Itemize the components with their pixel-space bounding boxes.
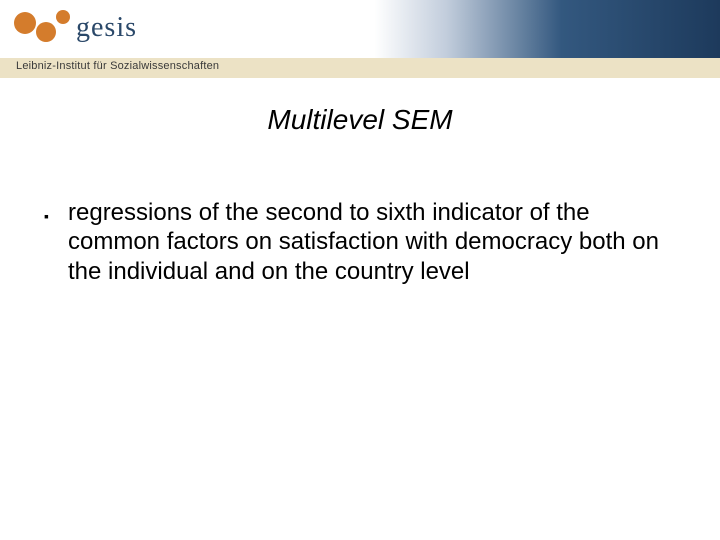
slide: gesis Leibniz-Institut für Sozialwissens… [0,0,720,540]
logo-circle-icon [14,12,36,34]
header: gesis Leibniz-Institut für Sozialwissens… [0,0,720,78]
logo-circle-icon [36,22,56,42]
slide-body: ▪ regressions of the second to sixth ind… [44,198,676,286]
logo-circle-icon [56,10,70,24]
tagline: Leibniz-Institut für Sozialwissenschafte… [16,60,219,72]
list-item: ▪ regressions of the second to sixth ind… [44,198,676,286]
bullet-text: regressions of the second to sixth indic… [68,198,676,286]
slide-title: Multilevel SEM [0,104,720,136]
logo-text: gesis [76,12,137,44]
logo-area: gesis [0,0,720,60]
bullet-icon: ▪ [44,208,56,224]
logo-circles-icon [14,8,74,48]
gesis-logo: gesis [14,8,137,48]
